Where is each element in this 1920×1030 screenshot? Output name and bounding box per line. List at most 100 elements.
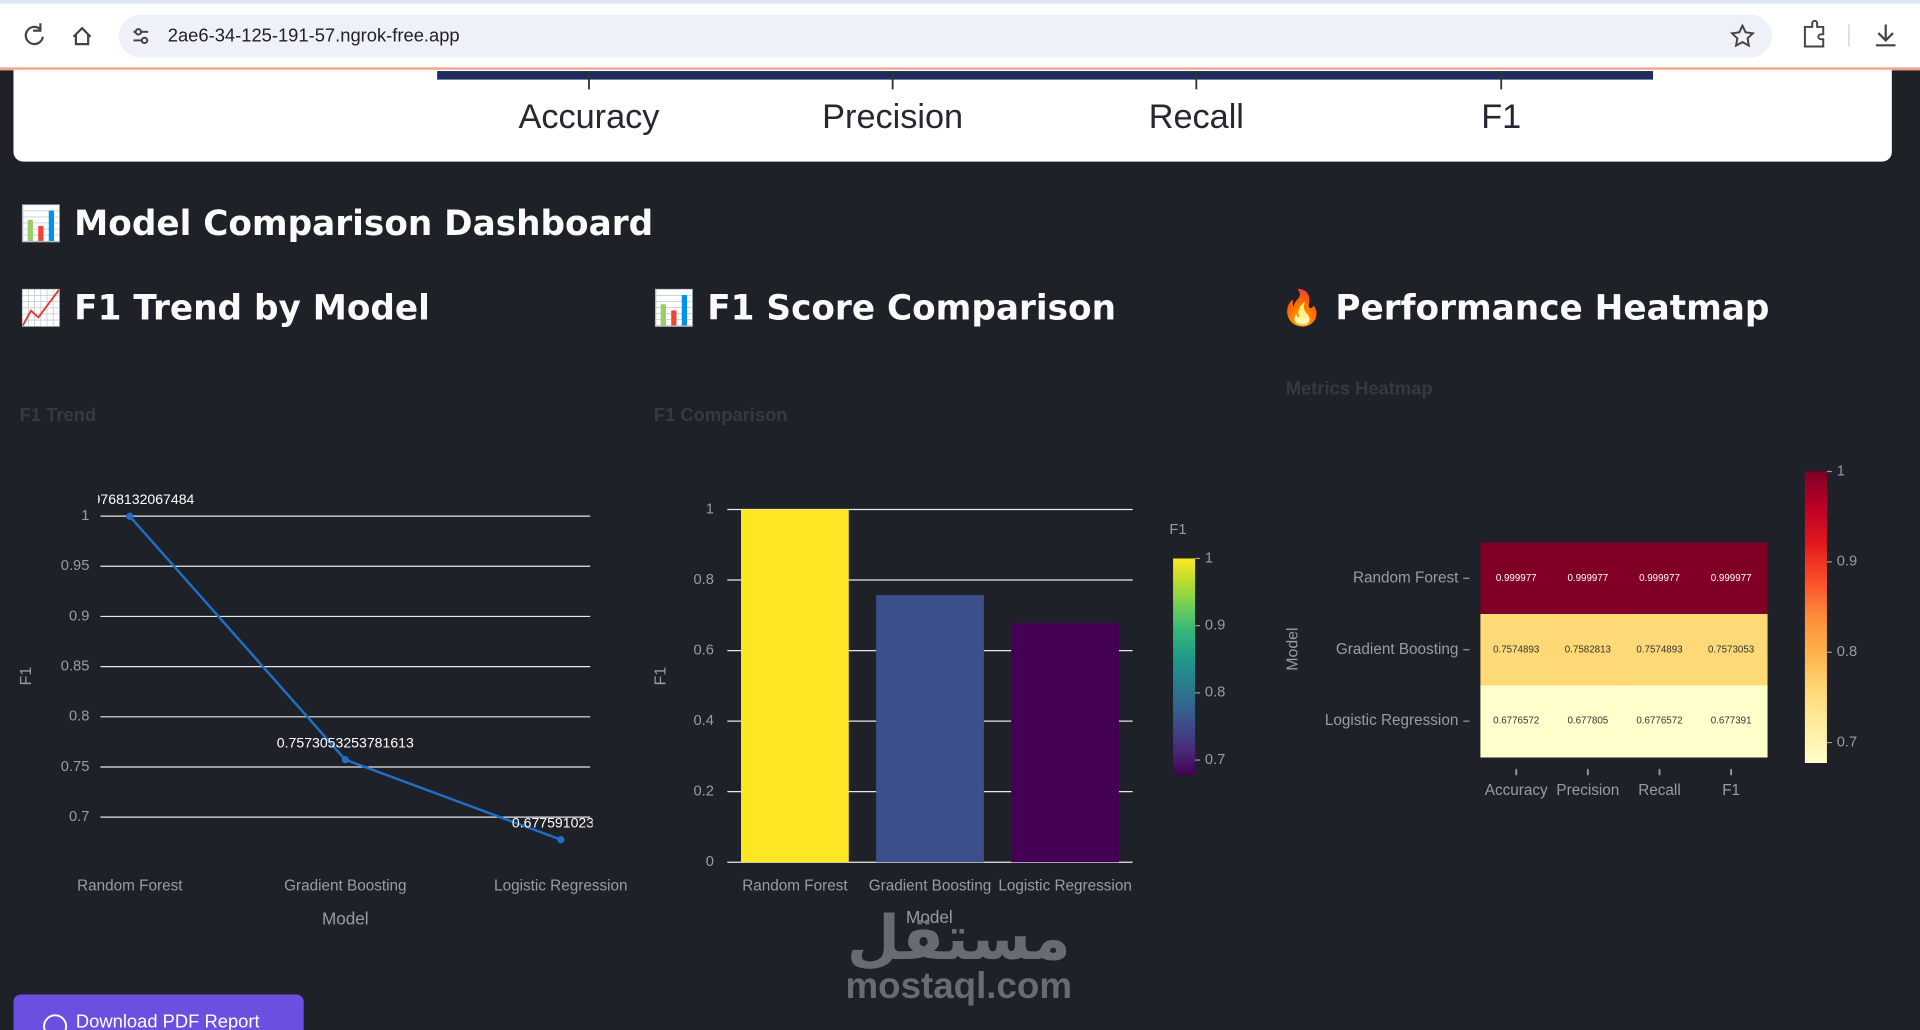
heatmap-heading: 🔥 Performance Heatmap <box>1281 287 1770 328</box>
heatmap-cell <box>1695 613 1768 687</box>
address-bar[interactable] <box>118 14 1772 58</box>
cell-label: 0.677391 <box>1711 716 1752 727</box>
home-button[interactable] <box>72 26 92 46</box>
x-tick-label: Accuracy <box>519 98 661 136</box>
tab-strip <box>0 0 1920 4</box>
colorbar-tick-label: 0.9 <box>1837 554 1857 570</box>
watermark-arabic: مستقل <box>847 904 1071 972</box>
x-tick-label: Gradient Boosting <box>284 878 406 895</box>
x-tick-label: F1 <box>1481 98 1521 136</box>
line-point <box>557 835 565 844</box>
chart-title: F1 Trend <box>20 404 97 425</box>
y-tick-label: 0.2 <box>693 784 713 800</box>
download-icon <box>43 1014 68 1030</box>
x-tick-label: Accuracy <box>1485 782 1548 799</box>
download-button-label: Download PDF Report <box>76 1010 260 1030</box>
cell-label: 0.677805 <box>1567 716 1608 727</box>
cell-label: 0.7582813 <box>1565 644 1612 655</box>
x-axis-label: Model <box>906 907 953 927</box>
data-label: 0.7573053253781613 <box>277 734 414 750</box>
colorbar-title: F1 <box>1169 522 1186 538</box>
y-tick-label: 0 <box>706 854 714 870</box>
top-axis: Accuracy Precision Recall F1 <box>519 71 1521 136</box>
y-tick-label: 1 <box>706 501 714 517</box>
url: 2ae6-34-125-191-57.ngrok-free.app <box>168 25 460 46</box>
bar <box>876 595 984 863</box>
heatmap-cell <box>1623 685 1696 758</box>
dashboard-heading: 📊 Model Comparison Dashboard <box>20 203 654 244</box>
bookmark-button[interactable] <box>1729 23 1756 48</box>
x-tick-label: Random Forest <box>77 878 183 895</box>
cell-label: 0.999977 <box>1567 573 1608 584</box>
x-tick-label: F1 <box>1722 782 1740 799</box>
trend-heading: 📈 F1 Trend by Model <box>20 287 430 328</box>
y-tick-label: Gradient Boosting <box>1336 641 1458 658</box>
heatmap-cell <box>1695 685 1768 758</box>
x-tick-label: Precision <box>822 98 963 136</box>
colorbar-tick-label: 1 <box>1205 550 1213 566</box>
x-tick-label: Logistic Regression <box>998 878 1131 895</box>
y-tick-label: 0.95 <box>61 558 90 574</box>
y-tick-label: 0.8 <box>693 572 713 588</box>
cell-label: 0.999977 <box>1639 573 1680 584</box>
y-tick-label: Random Forest <box>1353 569 1459 586</box>
heatmap-cell <box>1623 542 1696 615</box>
y-axis-label: F1 <box>652 667 669 686</box>
x-tick-label: Random Forest <box>742 878 848 895</box>
comparison-heading: 📊 F1 Score Comparison <box>653 287 1116 328</box>
heatmap-cell <box>1480 613 1553 687</box>
reload-button[interactable] <box>24 23 44 46</box>
x-tick-label: Precision <box>1556 782 1619 799</box>
cell-label: 0.7574893 <box>1493 644 1540 655</box>
site-info-icon[interactable] <box>133 28 149 45</box>
heatmap-cell <box>1552 685 1625 758</box>
y-tick-label: 0.6 <box>693 642 713 658</box>
cell-label: 0.6776572 <box>1493 716 1539 727</box>
heatmap-cell <box>1623 613 1696 687</box>
loading-bar <box>0 67 1920 71</box>
heatmap-cell <box>1480 542 1553 615</box>
y-tick-label: 0.9 <box>69 608 89 624</box>
y-axis-label: Model <box>1284 627 1301 670</box>
colorbar-tick-label: 0.7 <box>1205 752 1225 768</box>
colorbar <box>1173 558 1196 776</box>
watermark-latin: mostaql.com <box>846 965 1072 1006</box>
colorbar-tick-label: 0.9 <box>1205 618 1225 634</box>
download-button[interactable] <box>13 994 304 1030</box>
y-tick-label: Logistic Regression <box>1325 712 1458 729</box>
x-tick-label: Gradient Boosting <box>869 878 991 895</box>
y-tick-label: 0.85 <box>61 659 90 675</box>
cell-label: 0.999977 <box>1496 573 1537 584</box>
line-series <box>128 515 562 841</box>
colorbar-tick-label: 0.8 <box>1205 685 1225 701</box>
cell-label: 0.7573053 <box>1708 644 1755 655</box>
colorbar-tick-label: 0.8 <box>1837 644 1857 660</box>
heatmap-cell <box>1480 685 1553 758</box>
y-tick-label: 1 <box>81 508 89 524</box>
data-label: 0.67759102322 <box>512 814 610 830</box>
bar <box>741 509 849 863</box>
extensions-button[interactable] <box>1803 19 1825 48</box>
x-tick-label: Logistic Regression <box>494 878 627 895</box>
bar <box>1011 623 1119 863</box>
cell-label: 0.999977 <box>1711 573 1752 584</box>
x-tick-label: Recall <box>1638 782 1681 799</box>
colorbar-tick-label: 0.7 <box>1837 734 1857 750</box>
colorbar-tick-label: 1 <box>1837 463 1845 479</box>
colorbar <box>1804 471 1827 764</box>
heatmap-cell <box>1695 542 1768 615</box>
y-axis-label: F1 <box>18 667 35 686</box>
y-tick-label: 0.8 <box>69 709 89 725</box>
cell-label: 0.6776572 <box>1636 716 1682 727</box>
line-point <box>341 755 349 764</box>
x-axis-label: Model <box>322 908 369 928</box>
heatmap-cell <box>1552 542 1625 615</box>
y-tick-label: 0.4 <box>693 713 713 729</box>
chart-title: Metrics Heatmap <box>1286 377 1433 398</box>
downloads-button[interactable] <box>1875 24 1896 47</box>
chart-card <box>13 69 1892 162</box>
charts: F1 Trend 0.7 0.75 0.8 0.85 0.9 0.95 1 Random For… <box>18 377 1857 928</box>
y-tick-label: 0.75 <box>61 759 90 775</box>
